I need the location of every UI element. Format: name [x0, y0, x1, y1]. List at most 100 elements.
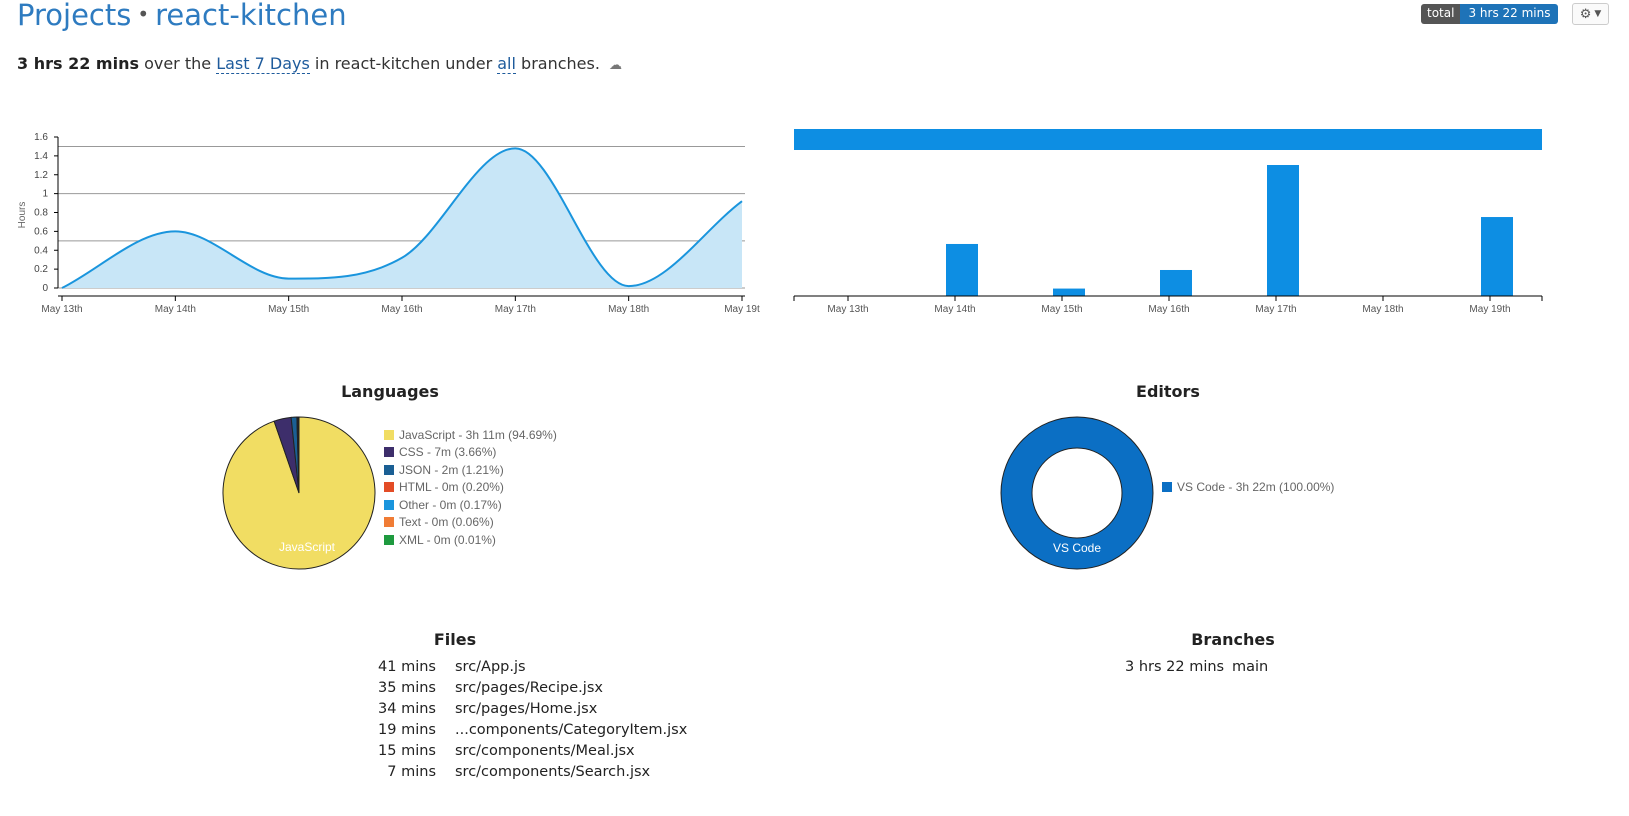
legend-swatch — [384, 534, 394, 545]
area-chart-y-tick-label: 1 — [42, 189, 48, 200]
languages-slices — [222, 416, 376, 570]
legend-item[interactable]: JavaScript - 3h 11m (94.69%) — [384, 426, 557, 444]
summary-branches-suffix: branches. — [521, 54, 600, 73]
list-item[interactable]: 19 mins ...components/CategoryItem.jsx — [350, 719, 687, 740]
legend-swatch — [1162, 481, 1172, 492]
legend-swatch — [384, 499, 394, 510]
legend-item[interactable]: Other - 0m (0.17%) — [384, 496, 557, 514]
bar[interactable] — [1160, 269, 1192, 296]
bar-chart-x-tick-label: May 17th — [1255, 304, 1296, 315]
languages-slice-label: JavaScript — [279, 540, 336, 554]
editors-legend: VS Code - 3h 22m (100.00%) — [1162, 478, 1334, 496]
area-chart-x-tick-label: May 14th — [155, 304, 196, 315]
legend-swatch — [384, 517, 394, 528]
legend-item[interactable]: Text - 0m (0.06%) — [384, 514, 557, 532]
area-chart-x-tick-label: May 18th — [608, 304, 649, 315]
legend-label: VS Code - 3h 22m (100.00%) — [1177, 479, 1335, 494]
list-item-name: src/components/Search.jsx — [455, 763, 651, 780]
area-chart-line — [61, 147, 743, 289]
list-item-name: ...components/CategoryItem.jsx — [455, 721, 688, 738]
bar-chart-header-band — [794, 129, 1542, 150]
legend-item[interactable]: VS Code - 3h 22m (100.00%) — [1162, 478, 1334, 496]
bar[interactable] — [946, 243, 978, 296]
legend-swatch — [384, 464, 394, 475]
area-chart-y-tick-label: 0.6 — [34, 226, 48, 237]
legend-item[interactable]: JSON - 2m (1.21%) — [384, 461, 557, 479]
bar[interactable] — [1267, 165, 1299, 296]
caret-down-icon: ▼ — [1594, 9, 1602, 19]
list-item-time: 15 mins — [378, 742, 436, 759]
area-chart-y-tick-label: 0.8 — [34, 208, 48, 219]
bar-chart-bars — [946, 165, 1513, 296]
bar-chart-x-ticks: May 13th May 14th May 15th May 16th May 17th… — [793, 296, 1543, 315]
bar-chart-x-tick-label: May 16th — [1148, 304, 1189, 315]
list-item-name: src/components/Meal.jsx — [455, 742, 635, 759]
area-chart-y-tick-label: 0 — [42, 283, 48, 294]
legend-label: XML - 0m (0.01%) — [399, 532, 496, 547]
area-chart-y-tick-label: 1.2 — [34, 170, 48, 181]
total-time-badge: total 3 hrs 22 mins — [1421, 4, 1559, 24]
branches-title: Branches — [1191, 630, 1275, 649]
area-chart-y-tick-label: 0.2 — [34, 264, 48, 275]
date-range-link[interactable]: Last 7 Days — [216, 54, 310, 74]
list-item[interactable]: 15 mins src/components/Meal.jsx — [350, 740, 687, 761]
editors-slice-label: VS Code — [1053, 541, 1101, 555]
area-chart-y-ticks: 0 0.2 0.4 0.6 0.8 1 1.2 1.4 1.6 — [34, 132, 58, 294]
area-chart-fill — [62, 148, 742, 288]
gear-icon: ⚙ — [1579, 6, 1592, 22]
list-item-name: src/pages/Home.jsx — [455, 700, 598, 717]
list-item-time: 7 mins — [387, 763, 436, 780]
bar-chart-x-tick-label: May 13th — [827, 304, 868, 315]
editors-slices — [1000, 416, 1154, 570]
languages-title: Languages — [341, 382, 439, 401]
area-chart-y-label: Hours — [17, 202, 28, 229]
summary-line: 3 hrs 22 mins over the Last 7 Days in re… — [17, 54, 623, 74]
branches-filter-link[interactable]: all — [497, 54, 516, 74]
list-item-time: 35 mins — [378, 679, 436, 696]
list-item[interactable]: 3 hrs 22 mins main — [1125, 656, 1268, 677]
page-title: Projects • react-kitchen — [17, 0, 347, 32]
area-chart-x-ticks: May 13th May 14th May 15th May 16th May 17th… — [41, 296, 760, 315]
bar-chart-x-tick-label: May 18th — [1362, 304, 1403, 315]
bar[interactable] — [1481, 217, 1513, 296]
editors-donut-chart: VS Code — [1000, 416, 1154, 570]
cloud-download-icon[interactable]: ☁ — [609, 58, 623, 73]
legend-label: JavaScript - 3h 11m (94.69%) — [399, 427, 557, 442]
list-item-time: 3 hrs 22 mins — [1125, 658, 1225, 675]
list-item-name: src/App.js — [455, 658, 526, 675]
legend-swatch — [384, 447, 394, 458]
projects-link[interactable]: Projects — [17, 0, 132, 32]
list-item[interactable]: 41 mins src/App.js — [350, 656, 687, 677]
daily-hours-bar-chart: May 13th May 14th May 15th May 16th May 17th… — [793, 129, 1543, 315]
area-chart-x-tick-label: May 19t — [724, 304, 760, 315]
editors-title: Editors — [1136, 382, 1200, 401]
list-item-name: src/pages/Recipe.jsx — [455, 679, 603, 696]
branches-list: 3 hrs 22 mins main — [1125, 656, 1268, 677]
files-title: Files — [433, 630, 477, 649]
area-chart-y-tick-label: 1.4 — [34, 151, 48, 162]
legend-item[interactable]: XML - 0m (0.01%) — [384, 531, 557, 549]
languages-legend: JavaScript - 3h 11m (94.69%) CSS - 7m (3.… — [384, 426, 557, 549]
list-item[interactable]: 34 mins src/pages/Home.jsx — [350, 698, 687, 719]
donut-hole — [1031, 447, 1123, 539]
legend-item[interactable]: CSS - 7m (3.66%) — [384, 444, 557, 462]
bar-chart-x-tick-label: May 14th — [934, 304, 975, 315]
bar[interactable] — [1053, 288, 1085, 296]
legend-item[interactable]: HTML - 0m (0.20%) — [384, 479, 557, 497]
summary-in-project: in react-kitchen under — [314, 54, 493, 73]
list-item[interactable]: 35 mins src/pages/Recipe.jsx — [350, 677, 687, 698]
list-item[interactable]: 7 mins src/components/Search.jsx — [350, 761, 687, 782]
area-chart-x-tick-label: May 17th — [495, 304, 536, 315]
list-item-time: 34 mins — [378, 700, 436, 717]
settings-dropdown-button[interactable]: ⚙ ▼ — [1572, 3, 1609, 25]
legend-swatch — [384, 429, 394, 440]
legend-label: JSON - 2m (1.21%) — [399, 462, 504, 477]
legend-label: HTML - 0m (0.20%) — [399, 480, 504, 495]
area-chart-y-tick-label: 0.4 — [34, 245, 48, 256]
legend-label: Text - 0m (0.06%) — [399, 515, 494, 530]
bar-chart-x-tick-label: May 15th — [1041, 304, 1082, 315]
daily-hours-area-chart: 0 0.2 0.4 0.6 0.8 1 1.2 1.4 1.6 May 13th May 14th… — [17, 132, 760, 315]
project-name: react-kitchen — [155, 0, 347, 32]
area-chart-x-tick-label: May 15th — [268, 304, 309, 315]
list-item-name: main — [1232, 658, 1269, 675]
